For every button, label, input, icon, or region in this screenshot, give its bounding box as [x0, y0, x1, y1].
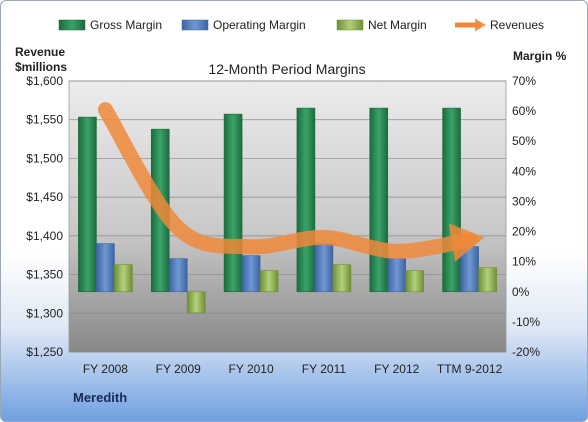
y-right-tick-label: 50%	[512, 134, 536, 148]
company-name: Meredith	[73, 390, 127, 405]
legend: Gross Margin Operating Margin Net Margin…	[58, 18, 544, 32]
legend-label-revenues: Revenues	[490, 18, 544, 32]
bar-net-margin-fy-2012	[405, 270, 425, 293]
revenue-line-path	[97, 102, 485, 262]
legend-swatch-operating-margin	[181, 19, 209, 31]
y-left-axis-title-line2: $millions	[15, 60, 67, 74]
legend-swatch-net-margin	[336, 19, 364, 31]
y-left-tick-label: $1,350	[26, 268, 63, 282]
bar-operating-margin-fy-2010	[241, 255, 261, 293]
revenue-line	[97, 102, 485, 262]
y-right-tick-label: -10%	[512, 315, 540, 329]
bar-operating-margin-fy-2012	[387, 258, 407, 293]
y-left-tick-label: $1,500	[26, 151, 63, 165]
legend-item-gross-margin: Gross Margin	[58, 18, 162, 32]
x-tick-label: FY 2010	[229, 362, 274, 376]
y-right-tick-labels: -20% -10% 0% 10% 20% 30% 40% 50% 60% 70%	[512, 74, 540, 359]
y-left-tick-label: $1,450	[26, 190, 63, 204]
x-tick-label: FY 2011	[302, 362, 347, 376]
bar-net-margin-fy-2011	[332, 264, 352, 293]
y-right-axis-title: Margin %	[513, 49, 567, 63]
y-right-tick-label: 30%	[512, 194, 536, 208]
bar-net-margin-fy-2010	[259, 270, 279, 293]
bar-gross-margin-fy-2012	[369, 107, 389, 293]
y-right-tick-label: 0%	[512, 285, 530, 299]
bar-net-margin-ttm-9-2012	[478, 267, 497, 293]
legend-item-revenues: Revenues	[455, 18, 544, 32]
bar-operating-margin-fy-2011	[314, 243, 334, 293]
y-right-tick-label: 60%	[512, 104, 536, 118]
bar-net-margin-fy-2009	[186, 291, 206, 314]
bar-gross-margin-ttm-9-2012	[442, 107, 461, 293]
plot-area	[68, 80, 507, 353]
bar-gross-margin-fy-2010	[223, 113, 243, 293]
legend-label-gross-margin: Gross Margin	[90, 18, 162, 32]
y-left-tick-label: $1,400	[26, 229, 63, 243]
y-left-tick-label: $1,250	[26, 345, 63, 359]
chart-title: 12-Month Period Margins	[208, 61, 365, 77]
x-tick-label: FY 2008	[83, 362, 128, 376]
y-right-tick-label: 70%	[512, 74, 536, 88]
legend-item-operating-margin: Operating Margin	[181, 18, 306, 32]
bar-operating-margin-fy-2008	[96, 243, 115, 293]
bar-gross-margin-fy-2011	[296, 107, 316, 293]
x-tick-labels: FY 2008 FY 2009 FY 2010 FY 2011 FY 2012 TTM 9…	[83, 362, 503, 376]
x-tick-label: FY 2009	[156, 362, 201, 376]
y-left-axis-title-line1: Revenue	[15, 45, 65, 59]
legend-swatch-gross-margin	[58, 19, 86, 31]
y-left-tick-labels: $1,250 $1,300 $1,350 $1,400 $1,450 $1,500 $1,5…	[26, 74, 63, 359]
y-right-tick-label: 20%	[512, 225, 536, 239]
legend-label-net-margin: Net Margin	[368, 18, 427, 32]
bar-operating-margin-fy-2009	[168, 258, 188, 293]
y-right-tick-label: 40%	[512, 164, 536, 178]
y-left-tick-label: $1,300	[26, 306, 63, 320]
bar-operating-margin-ttm-9-2012	[460, 246, 479, 293]
y-right-tick-label: 10%	[512, 255, 536, 269]
y-left-tick-label: $1,600	[26, 74, 63, 88]
y-left-tick-label: $1,550	[26, 113, 63, 127]
x-tick-label: FY 2012	[374, 362, 419, 376]
legend-item-net-margin: Net Margin	[336, 18, 427, 32]
bar-net-margin-fy-2008	[114, 264, 133, 293]
legend-label-operating-margin: Operating Margin	[213, 18, 306, 32]
y-right-tick-label: -20%	[512, 345, 540, 359]
x-tick-label: TTM 9-2012	[437, 362, 503, 376]
bar-gross-margin-fy-2008	[78, 116, 97, 293]
